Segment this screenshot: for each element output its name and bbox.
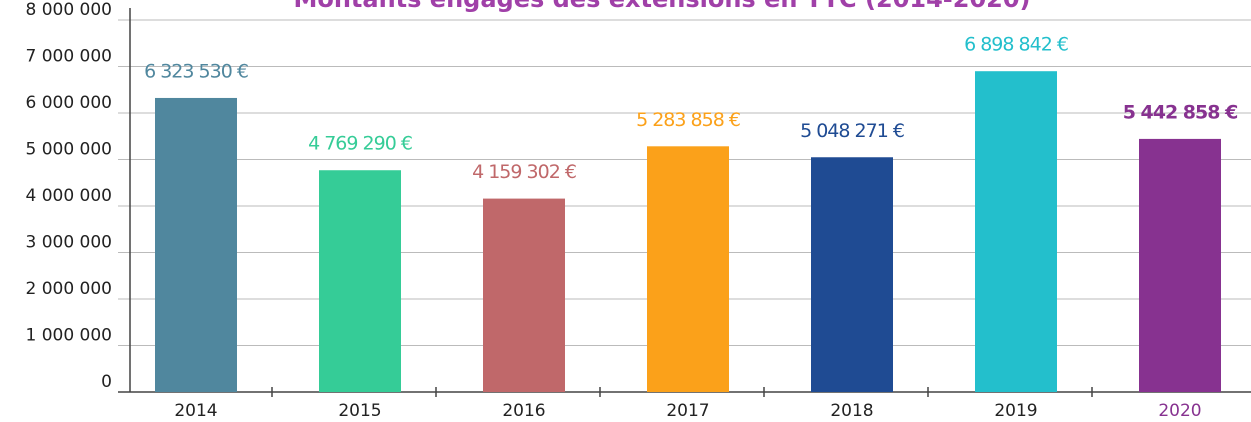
bar (975, 71, 1057, 392)
y-tick-label: 5 000 000 (25, 140, 112, 160)
value-label: 4 769 290 € (308, 133, 412, 155)
y-tick-label: 2 000 000 (25, 279, 112, 299)
x-tick-label: 2014 (174, 401, 217, 421)
value-label: 5 283 858 € (636, 109, 740, 131)
y-tick-label: 4 000 000 (25, 186, 112, 206)
y-tick-label: 7 000 000 (25, 47, 112, 67)
value-label: 5 048 271 € (800, 120, 904, 142)
chart-title: Montants engagés des extensions en TTC (… (293, 0, 1030, 13)
x-tick-label: 2016 (502, 401, 545, 421)
bar (647, 146, 729, 392)
value-label: 6 898 842 € (964, 34, 1068, 56)
x-tick-label: 2019 (994, 401, 1037, 421)
value-label: 4 159 302 € (472, 161, 576, 183)
x-tick-label: 2018 (830, 401, 873, 421)
y-tick-label: 3 000 000 (25, 233, 112, 253)
value-label: 5 442 858 € (1123, 101, 1238, 123)
bar (811, 157, 893, 392)
value-label: 6 323 530 € (144, 60, 248, 82)
y-tick-label: 6 000 000 (25, 93, 112, 113)
bar (1139, 138, 1221, 392)
x-tick-label: 2017 (666, 401, 709, 421)
bar (319, 170, 401, 392)
x-tick-label: 2015 (338, 401, 381, 421)
bar (155, 97, 237, 392)
x-tick-label: 2020 (1158, 401, 1201, 421)
y-tick-label: 1 000 000 (25, 326, 112, 346)
y-tick-label: 8 000 000 (25, 0, 112, 20)
y-tick-label: 0 (101, 372, 112, 392)
bar (483, 198, 565, 392)
